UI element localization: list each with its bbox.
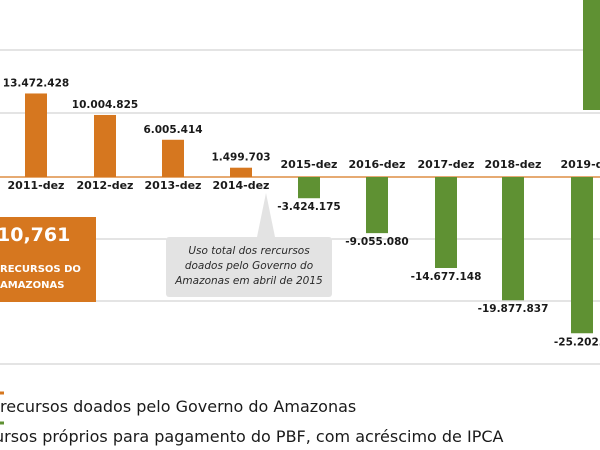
category-label-2011-dez: 2011-dez xyxy=(8,179,65,192)
category-label-2016-dez: 2016-dez xyxy=(349,158,406,171)
category-label-2017-dez: 2017-dez xyxy=(418,158,475,171)
bar-2012-dez xyxy=(94,114,116,177)
value-label-2013-dez: 6.005.414 xyxy=(143,124,202,136)
category-label-2018-dez: 2018-dez xyxy=(485,158,542,171)
value-label-2011-dez: 13.472.428 xyxy=(3,77,69,89)
total-caption: RECURSOS DO AMAZONAS xyxy=(0,262,81,294)
bar-offscreen-green xyxy=(583,0,600,110)
bar-2019-d xyxy=(571,177,593,334)
category-label-2014-dez: 2014-dez xyxy=(213,179,270,192)
callout-pointer xyxy=(257,193,275,237)
value-label-2012-dez: 10.004.825 xyxy=(72,99,138,111)
bar-2015-dez xyxy=(298,177,320,199)
bar-2018-dez xyxy=(502,177,524,301)
bar-2014-dez xyxy=(230,167,252,177)
category-label-2012-dez: 2012-dez xyxy=(77,179,134,192)
value-label-2015-dez: -3.424.175 xyxy=(277,201,340,213)
category-label-2015-dez: 2015-dez xyxy=(281,158,338,171)
callout-line1: Uso total dos rercursos xyxy=(188,245,310,257)
callout-annotation: Uso total dos rercursos doados pelo Gove… xyxy=(166,237,332,297)
legend-label-own-resources: ursos próprios para pagamento do PBF, co… xyxy=(0,427,504,446)
callout-line3: Amazonas em abril de 2015 xyxy=(175,275,323,287)
category-label-2019-d: 2019-d xyxy=(560,158,600,171)
bar-2011-dez xyxy=(25,93,47,177)
callout-line2: doados pelo Governo do xyxy=(184,260,314,272)
category-label-2013-dez: 2013-dez xyxy=(145,179,202,192)
value-label-2019-d: -25.202.7 xyxy=(554,336,600,348)
value-label-2014-dez: 1.499.703 xyxy=(211,152,270,164)
total-box: 10,761 RECURSOS DO AMAZONAS xyxy=(0,217,96,302)
legend-item-donated: recursos doados pelo Governo do Amazonas xyxy=(0,397,356,416)
value-label-2018-dez: -19.877.837 xyxy=(478,303,549,315)
total-caption-line1: RECURSOS DO xyxy=(0,264,81,275)
legend-item-own-resources: ursos próprios para pagamento do PBF, co… xyxy=(0,427,509,446)
value-label-2017-dez: -14.677.148 xyxy=(411,271,482,283)
value-label-2016-dez: -9.055.080 xyxy=(345,236,408,248)
bar-2016-dez xyxy=(366,177,388,234)
total-caption-line2: AMAZONAS xyxy=(0,280,65,291)
legend-label-donated: recursos doados pelo Governo do Amazonas xyxy=(0,397,357,416)
total-value: 10,761 xyxy=(0,224,71,246)
bar-2017-dez xyxy=(435,177,457,268)
bar-2013-dez xyxy=(162,139,184,177)
